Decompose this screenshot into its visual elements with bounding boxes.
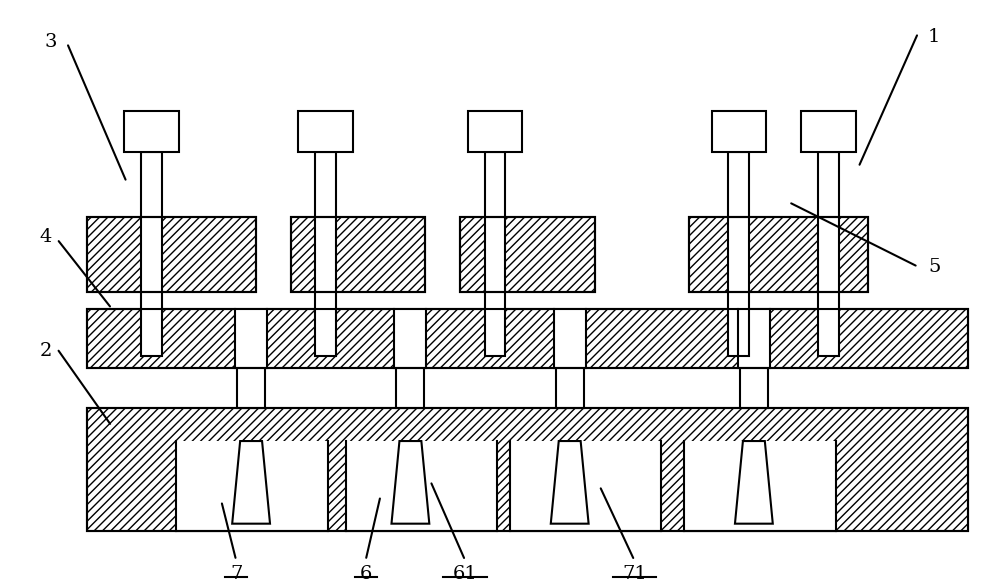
Bar xyxy=(176,441,328,530)
Bar xyxy=(684,441,836,530)
Bar xyxy=(740,368,768,408)
Bar xyxy=(298,111,353,152)
Bar xyxy=(87,309,968,368)
Bar xyxy=(554,309,586,368)
Bar xyxy=(556,368,584,408)
Polygon shape xyxy=(232,441,270,524)
Bar xyxy=(485,152,505,217)
Bar xyxy=(87,217,256,292)
Bar xyxy=(394,309,426,368)
Bar xyxy=(346,441,497,530)
Text: 1: 1 xyxy=(928,28,940,46)
Bar xyxy=(460,217,595,292)
Text: 71: 71 xyxy=(622,566,647,583)
Bar xyxy=(689,217,868,292)
Bar xyxy=(728,152,749,217)
Text: 4: 4 xyxy=(40,228,52,246)
Text: 6: 6 xyxy=(359,566,372,583)
Bar xyxy=(87,408,968,530)
Bar xyxy=(141,152,162,217)
Bar xyxy=(124,111,179,152)
Bar xyxy=(485,292,505,356)
Bar xyxy=(728,217,749,292)
Text: 7: 7 xyxy=(230,566,242,583)
Bar xyxy=(801,111,856,152)
Bar xyxy=(738,309,770,368)
Bar xyxy=(510,441,661,530)
Text: 5: 5 xyxy=(928,258,940,276)
Bar xyxy=(235,309,267,368)
Bar xyxy=(87,408,968,530)
Bar xyxy=(818,217,839,292)
Bar xyxy=(315,152,336,217)
Bar xyxy=(141,217,162,292)
Bar xyxy=(396,368,424,408)
Polygon shape xyxy=(735,441,773,524)
Polygon shape xyxy=(391,441,429,524)
Bar xyxy=(87,217,256,292)
Text: 2: 2 xyxy=(40,342,52,360)
Bar xyxy=(141,292,162,356)
Bar xyxy=(818,152,839,217)
Bar xyxy=(728,292,749,356)
Bar xyxy=(712,111,766,152)
Bar xyxy=(315,217,336,292)
Polygon shape xyxy=(551,441,589,524)
Bar xyxy=(689,217,868,292)
Bar xyxy=(468,111,522,152)
Bar xyxy=(460,217,595,292)
Bar xyxy=(291,217,425,292)
Bar xyxy=(485,217,505,292)
Text: 61: 61 xyxy=(453,566,478,583)
Bar xyxy=(87,309,968,368)
Bar xyxy=(237,368,265,408)
Bar xyxy=(315,292,336,356)
Bar xyxy=(291,217,425,292)
Bar xyxy=(818,292,839,356)
Text: 3: 3 xyxy=(44,33,57,51)
